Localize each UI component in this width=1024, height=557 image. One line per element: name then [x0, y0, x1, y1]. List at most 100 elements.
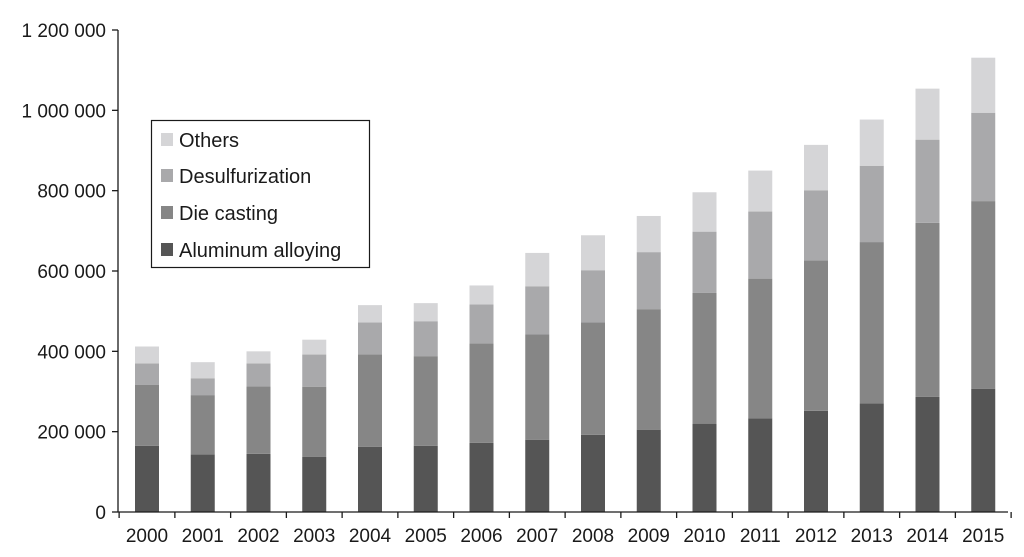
y-tick-label: 1 000 000: [21, 101, 106, 122]
y-tick-label: 0: [95, 503, 106, 524]
x-tick-label-2006: 2006: [460, 526, 502, 547]
legend-label-die-casting: Die casting: [179, 203, 278, 225]
x-tick-label-2003: 2003: [293, 526, 335, 547]
bar-aluminum-alloying-2007: [525, 439, 550, 512]
y-tick-label: 400 000: [37, 342, 106, 363]
y-axis: 0 200 000 400 000 600 000 800 000 1 000 000 1 …: [21, 21, 119, 524]
bar-aluminum-alloying-2004: [358, 446, 382, 512]
bar-desulfurization-2011: [748, 211, 773, 279]
bar-others-2004: [358, 305, 382, 323]
bar-die-casting-2014: [915, 222, 940, 397]
bar-others-2014: [915, 88, 940, 140]
legend-label-desulfurization: Desulfurization: [179, 166, 311, 188]
bar-desulfurization-2013: [859, 165, 884, 243]
bar-group-2007: [525, 252, 550, 512]
bar-group-2001: [190, 362, 215, 512]
bar-desulfurization-2010: [692, 231, 717, 293]
bar-group-2008: [581, 235, 605, 512]
x-tick-label-2015: 2015: [962, 526, 1004, 547]
bar-aluminum-alloying-2000: [135, 445, 159, 512]
y-tick-label: 800 000: [37, 182, 106, 203]
legend-swatch-desulfurization: [161, 169, 173, 182]
bar-aluminum-alloying-2002: [246, 453, 271, 512]
bar-group-2003: [302, 339, 327, 512]
bar-group-2000: [135, 346, 159, 512]
bar-aluminum-alloying-2001: [190, 454, 215, 512]
bar-die-casting-2004: [358, 354, 382, 447]
bar-group-2006: [469, 285, 494, 512]
bar-die-casting-2012: [804, 260, 828, 411]
x-tick-label-2004: 2004: [349, 526, 392, 547]
legend: Others Desulfurization Die casting Aluminum…: [150, 119, 371, 269]
bar-desulfurization-2015: [971, 112, 996, 202]
x-tick-label-2002: 2002: [237, 526, 279, 547]
bar-die-casting-2015: [971, 201, 996, 389]
y-tick-label: 200 000: [37, 423, 106, 444]
legend-swatch-aluminum-alloying: [161, 243, 173, 256]
x-tick-label-2011: 2011: [740, 526, 781, 547]
bar-desulfurization-2009: [636, 252, 661, 310]
bar-desulfurization-2008: [581, 270, 605, 323]
bar-group-2002: [246, 351, 271, 512]
bar-die-casting-2013: [859, 242, 884, 404]
bar-die-casting-2007: [525, 334, 550, 440]
bar-aluminum-alloying-2008: [581, 434, 605, 512]
bar-desulfurization-2003: [302, 354, 327, 387]
bar-others-2009: [636, 215, 661, 253]
bar-desulfurization-2002: [246, 363, 271, 387]
bar-others-2010: [692, 192, 717, 232]
bar-group-2013: [859, 119, 884, 512]
bar-die-casting-2009: [636, 309, 661, 430]
x-tick-label-2007: 2007: [516, 526, 558, 547]
bar-die-casting-2005: [413, 356, 438, 446]
bar-aluminum-alloying-2006: [469, 442, 494, 512]
bar-others-2001: [190, 362, 215, 379]
bar-others-2003: [302, 339, 327, 355]
bar-group-2012: [804, 144, 828, 512]
bar-group-2014: [915, 88, 940, 512]
x-tick-label-2008: 2008: [572, 526, 614, 547]
bar-others-2005: [413, 303, 438, 322]
x-tick-label-2013: 2013: [851, 526, 893, 547]
bar-desulfurization-2005: [413, 321, 438, 357]
bar-aluminum-alloying-2009: [636, 429, 661, 512]
bar-die-casting-2000: [135, 384, 159, 446]
bar-aluminum-alloying-2012: [804, 410, 828, 512]
legend-swatch-others: [161, 133, 173, 146]
bar-group-2009: [636, 215, 661, 512]
y-tick-label: 1 200 000: [21, 21, 106, 42]
bar-aluminum-alloying-2015: [971, 388, 996, 512]
bar-others-2000: [135, 346, 159, 364]
plot-area: [135, 57, 996, 512]
bar-others-2002: [246, 351, 271, 364]
bar-aluminum-alloying-2010: [692, 423, 717, 512]
bar-aluminum-alloying-2013: [859, 403, 884, 512]
x-axis: 2000 2001 2002 2003 2004 2005 2006 2007 2008 2009…: [118, 511, 1012, 547]
bar-group-2010: [692, 192, 717, 512]
bar-desulfurization-2001: [190, 378, 215, 396]
legend-box: [150, 119, 371, 269]
bar-aluminum-alloying-2003: [302, 456, 327, 512]
bar-others-2012: [804, 144, 828, 191]
bar-aluminum-alloying-2014: [915, 396, 940, 512]
bar-die-casting-2011: [748, 278, 773, 419]
bar-group-2005: [413, 303, 438, 512]
bar-desulfurization-2006: [469, 304, 494, 344]
bar-others-2013: [859, 119, 884, 166]
bar-aluminum-alloying-2011: [748, 418, 773, 512]
y-tick-label: 600 000: [37, 262, 106, 283]
x-tick-label-2001: 2001: [182, 526, 224, 547]
bar-die-casting-2006: [469, 343, 494, 443]
bar-desulfurization-2000: [135, 363, 159, 385]
x-tick-label-2014: 2014: [906, 526, 949, 547]
bar-desulfurization-2012: [804, 190, 828, 261]
bar-die-casting-2002: [246, 386, 271, 454]
legend-swatch-die-casting: [161, 206, 173, 219]
bar-die-casting-2003: [302, 386, 327, 457]
bar-aluminum-alloying-2005: [413, 445, 438, 512]
x-tick-label-2000: 2000: [126, 526, 168, 547]
x-tick-label-2010: 2010: [683, 526, 725, 547]
x-tick-label-2012: 2012: [795, 526, 837, 547]
bar-desulfurization-2004: [358, 322, 382, 355]
